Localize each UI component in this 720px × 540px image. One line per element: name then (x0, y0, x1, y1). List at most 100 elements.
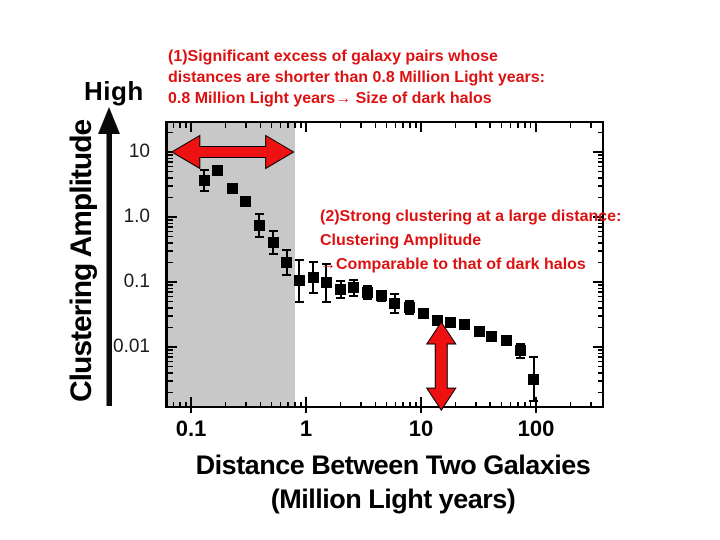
tick-mark (245, 123, 247, 128)
error-bar-cap (321, 300, 331, 303)
data-point (267, 237, 279, 249)
tick-mark (524, 123, 526, 128)
tick-mark (168, 356, 173, 358)
tick-mark (360, 401, 362, 406)
y-tick-label: 10 (128, 140, 150, 162)
tick-mark (190, 397, 192, 413)
tick-mark (168, 360, 173, 363)
tick-mark (569, 401, 572, 406)
tick-mark (415, 123, 417, 128)
tick-mark (597, 161, 602, 163)
annotation-note-1-line: distances are shorter than 0.8 Million L… (168, 69, 545, 86)
error-bar-cap (282, 273, 292, 276)
tick-mark (597, 326, 602, 329)
annotation-note-1-line: (1)Significant excess of galaxy pairs wh… (168, 48, 498, 65)
tick-mark (279, 123, 282, 128)
tick-mark (168, 349, 173, 351)
tick-mark (597, 352, 602, 355)
tick-mark (168, 284, 173, 286)
tick-mark (339, 123, 342, 128)
tick-mark (168, 300, 173, 303)
tick-mark (569, 123, 572, 128)
tick-mark (168, 261, 173, 264)
tick-mark (535, 397, 537, 413)
shaded-region (168, 123, 295, 406)
tick-mark (597, 131, 602, 134)
tick-mark (597, 185, 602, 187)
data-point (417, 307, 429, 319)
error-bar-cap (268, 230, 278, 233)
error-bar-cap (349, 295, 359, 298)
error-bar-cap (515, 342, 525, 345)
data-point (361, 287, 373, 298)
tick-mark (475, 401, 477, 406)
tick-mark (168, 372, 173, 374)
error-bar-cap (199, 168, 209, 171)
tick-mark (597, 250, 602, 252)
tick-mark (168, 295, 173, 298)
data-point (459, 319, 471, 331)
tick-mark (597, 157, 602, 160)
tick-mark (270, 401, 273, 406)
tick-mark (597, 226, 602, 228)
tick-mark (374, 401, 377, 406)
error-bar-cap (390, 293, 400, 296)
tick-mark (168, 196, 173, 199)
tick-mark (509, 401, 512, 406)
tick-mark (168, 380, 173, 382)
tick-mark (509, 123, 512, 128)
tick-mark (168, 346, 177, 348)
tick-mark (517, 123, 519, 128)
tick-mark (168, 170, 173, 173)
tick-mark (172, 123, 174, 128)
tick-mark (394, 401, 397, 406)
tick-mark (294, 401, 296, 406)
error-bar-cap (515, 357, 525, 360)
tick-mark (500, 401, 503, 406)
tick-mark (454, 123, 457, 128)
tick-mark (305, 123, 307, 132)
tick-mark (597, 154, 602, 156)
error-bar-cap (390, 312, 400, 315)
tick-mark (360, 123, 362, 128)
tick-mark (597, 284, 602, 286)
error-bar-cap (336, 279, 346, 282)
tick-mark (597, 219, 602, 221)
x-tick-label: 0.1 (175, 416, 207, 441)
data-point (307, 271, 319, 283)
tick-mark (420, 397, 422, 413)
tick-mark (168, 151, 177, 153)
tick-mark (168, 365, 173, 368)
annotation-note-2: (2)Strong clustering at a large distance… (320, 205, 621, 277)
annotation-note-2-line: →Comparable to that of dark halos (320, 256, 586, 273)
tick-mark (245, 401, 247, 406)
tick-mark (168, 242, 173, 244)
tick-mark (259, 123, 262, 128)
data-point (528, 373, 540, 385)
tick-mark (529, 123, 532, 128)
tick-mark (415, 401, 417, 406)
tick-mark (168, 222, 173, 225)
tick-mark (597, 300, 602, 303)
tick-mark (597, 170, 602, 173)
tick-mark (172, 401, 174, 406)
tick-mark (597, 230, 602, 233)
error-bar-cap (268, 253, 278, 256)
data-point (253, 219, 265, 231)
tick-mark (385, 401, 388, 406)
tick-mark (168, 219, 173, 221)
tick-mark (279, 401, 282, 406)
annotation-note-2-line: (2)Strong clustering at a large distance… (320, 208, 622, 225)
tick-mark (409, 401, 411, 406)
tick-mark (179, 401, 181, 406)
tick-mark (287, 401, 289, 406)
tick-mark (270, 123, 273, 128)
data-point (473, 325, 485, 337)
tick-mark (517, 401, 519, 406)
tick-mark (168, 177, 173, 179)
tick-mark (597, 315, 602, 317)
tick-mark (590, 123, 592, 128)
y-tick-label: 0.1 (123, 271, 150, 293)
tick-mark (593, 216, 602, 218)
tick-mark (597, 295, 602, 298)
